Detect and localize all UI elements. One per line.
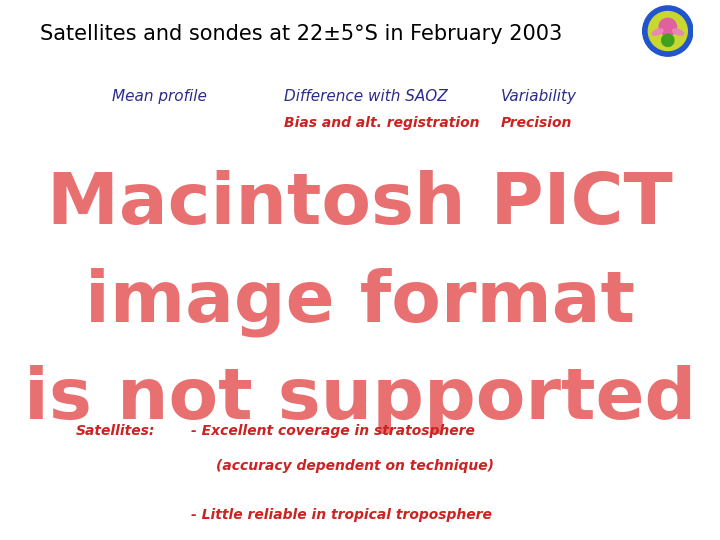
Text: Satellites:: Satellites:: [76, 424, 155, 438]
Circle shape: [648, 11, 688, 51]
Text: Difference with SAOZ: Difference with SAOZ: [284, 89, 448, 104]
Text: Satellites and sondes at 22±5°S in February 2003: Satellites and sondes at 22±5°S in Febru…: [40, 24, 562, 44]
Text: Macintosh PICT: Macintosh PICT: [47, 170, 673, 239]
Text: (accuracy dependent on technique): (accuracy dependent on technique): [216, 459, 494, 473]
Ellipse shape: [672, 29, 683, 35]
Text: Precision: Precision: [500, 116, 572, 130]
Text: image format: image format: [85, 267, 635, 337]
Text: - Excellent coverage in stratosphere: - Excellent coverage in stratosphere: [191, 424, 474, 438]
Circle shape: [662, 34, 674, 46]
Text: is not supported: is not supported: [24, 364, 696, 434]
Ellipse shape: [652, 29, 663, 35]
Text: Variability: Variability: [500, 89, 577, 104]
Circle shape: [643, 6, 693, 56]
Text: - Little reliable in tropical troposphere: - Little reliable in tropical tropospher…: [191, 508, 492, 522]
Text: Bias and alt. registration: Bias and alt. registration: [284, 116, 480, 130]
Text: Mean profile: Mean profile: [112, 89, 207, 104]
Circle shape: [659, 18, 677, 36]
